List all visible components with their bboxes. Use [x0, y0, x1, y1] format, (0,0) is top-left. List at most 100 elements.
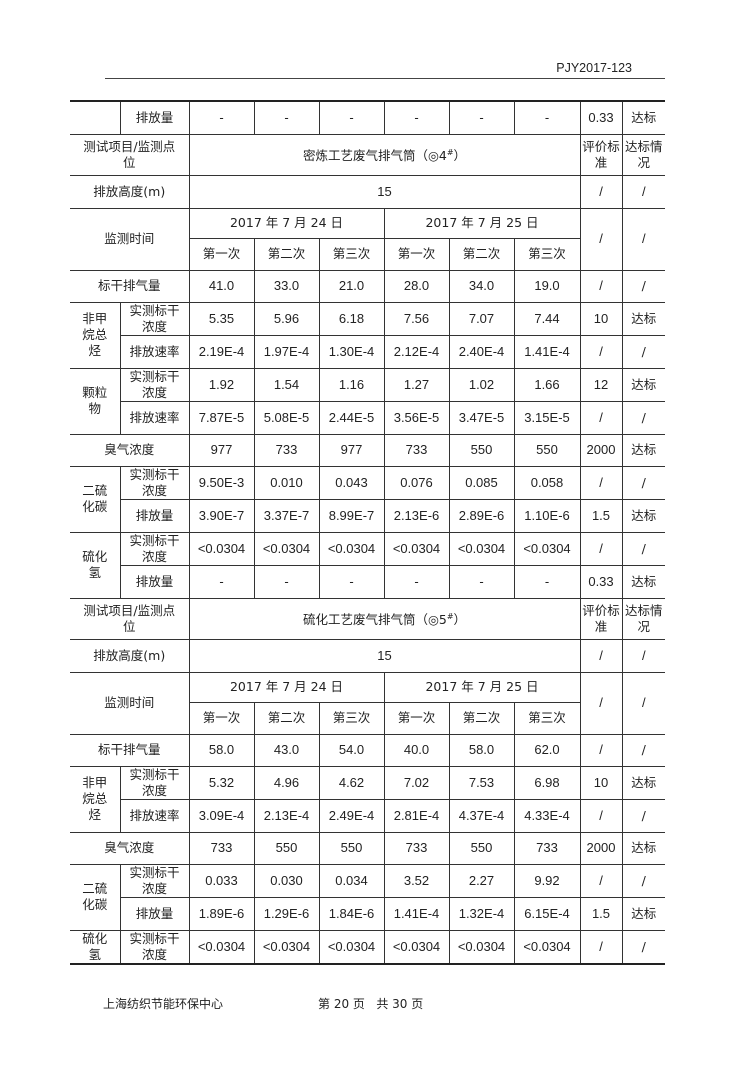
status-cell: / [621, 798, 665, 833]
status-cell: 达标 [621, 765, 665, 800]
value-cell: - [188, 564, 255, 599]
value-cell: 977 [188, 433, 255, 467]
value-cell: 1.30E-4 [318, 334, 385, 369]
table-row: 排放速率 3.09E-4 2.13E-4 2.49E-4 2.81E-4 4.37E-4 4… [70, 798, 665, 833]
standard-header: 评价标准 [579, 133, 623, 176]
row-label: 实测标干浓度 [119, 367, 190, 402]
value-cell: - [513, 564, 581, 599]
table-row: 标干排气量 41.0 33.0 21.0 28.0 34.0 19.0// [70, 269, 665, 303]
value-cell: 733 [383, 433, 450, 467]
value-cell: 1.29E-6 [253, 896, 320, 931]
run-header: 第三次 [513, 701, 580, 735]
value-cell: 733 [513, 831, 581, 865]
standard-cell: / [579, 671, 623, 735]
value-cell: 1.27 [383, 367, 450, 402]
value-cell: 733 [188, 831, 255, 865]
group-label: 非甲烷总烃 [70, 765, 121, 833]
status-cell: / [621, 929, 665, 964]
value-cell: 19.0 [513, 269, 581, 303]
value-cell: 2.81E-4 [383, 798, 450, 833]
value-cell: 550 [513, 433, 581, 467]
table-row: 臭气浓度 733 550 550 733 550 733 2000 达标 [70, 831, 665, 865]
location-location: 硫化工艺废气排气筒（◎5 [302, 612, 447, 628]
standard-cell: / [579, 638, 623, 673]
group-label: 颗粒物 [70, 367, 121, 435]
footer-page-info: 第 20 页 共 30 页 [318, 997, 424, 1011]
height-value: 15 [188, 638, 581, 673]
row-label: 排放速率 [120, 798, 190, 833]
run-header: 第二次 [253, 237, 320, 271]
value-cell: <0.0304 [513, 531, 581, 566]
value-cell: - [253, 564, 320, 599]
value-cell: 2.40E-4 [448, 334, 515, 369]
row-label: 排放量 [119, 100, 190, 135]
table-row: 排放高度(m) 15// [70, 174, 665, 209]
value-cell: 0.043 [318, 465, 385, 500]
standard-cell: / [579, 400, 623, 435]
date-header: 2017 年 7 月 25 日 [383, 671, 581, 703]
value-cell: 0.030 [253, 863, 320, 898]
section-location: 密炼工艺废气排气筒（◎4#） [188, 133, 581, 176]
value-cell: 5.96 [253, 301, 320, 336]
status-cell: / [621, 531, 665, 566]
value-cell: 1.89E-6 [188, 896, 255, 931]
group-label: 非甲烷总烃 [70, 301, 121, 369]
value-cell: <0.0304 [383, 531, 450, 566]
value-cell: 0.010 [253, 465, 320, 500]
status-header: 达标情况 [621, 597, 665, 640]
standard-cell: 0.33 [579, 100, 623, 135]
value-cell: 8.99E-7 [318, 498, 385, 533]
value-cell: 62.0 [513, 733, 581, 767]
group-label: 二硫化碳 [70, 863, 121, 931]
value-cell: 21.0 [318, 269, 385, 303]
table-row: 排放量 - - - - - -0.33 达标 [70, 100, 665, 135]
run-header: 第二次 [253, 701, 320, 735]
value-cell: 2.13E-4 [253, 798, 320, 833]
value-cell: 7.56 [383, 301, 450, 336]
value-cell: 733 [253, 433, 320, 467]
group-label: 硫化氢 [70, 531, 121, 599]
table-row: 排放量 1.89E-6 1.29E-6 1.84E-6 1.41E-4 1.32E-4 6.… [70, 896, 665, 931]
status-cell: 达标 [621, 831, 665, 865]
row-label: 排放量 [120, 498, 190, 533]
value-cell: 5.35 [188, 301, 255, 336]
value-cell: 28.0 [383, 269, 450, 303]
value-cell: 9.50E-3 [188, 465, 255, 500]
standard-cell: / [579, 863, 623, 898]
table-row: 颗粒物 实测标干浓度 1.92 1.54 1.16 1.27 1.02 1.66 12 达标 [70, 367, 665, 435]
row-label: 臭气浓度 [70, 831, 190, 865]
value-cell: 550 [318, 831, 385, 865]
location-location-sup: # [446, 147, 454, 157]
value-cell: 41.0 [188, 269, 255, 303]
section-header-label: 测试项目/监测点位 [70, 597, 190, 640]
value-cell: 3.09E-4 [188, 798, 255, 833]
value-cell: 1.16 [318, 367, 385, 402]
value-cell: <0.0304 [188, 929, 255, 964]
status-cell: 达标 [621, 498, 665, 533]
status-header: 达标情况 [621, 133, 665, 176]
date-header: 2017 年 7 月 24 日 [188, 671, 385, 703]
value-cell: 550 [448, 433, 515, 467]
row-label: 臭气浓度 [70, 433, 190, 467]
row-label: 排放速率 [120, 334, 190, 369]
time-label: 监测时间 [70, 671, 190, 735]
value-cell: - [318, 100, 385, 135]
value-cell: 4.37E-4 [448, 798, 515, 833]
value-cell: <0.0304 [188, 531, 255, 566]
row-label: 实测标干浓度 [119, 301, 190, 336]
standard-cell: 0.33 [579, 564, 623, 599]
row-label: 标干排气量 [70, 733, 190, 767]
standard-cell: / [579, 207, 623, 271]
value-cell: 5.08E-5 [253, 400, 320, 435]
status-cell: / [621, 334, 665, 369]
status-cell: 达标 [621, 367, 665, 402]
status-cell: / [621, 671, 665, 735]
table-row: 非甲烷总烃 实测标干浓度 5.35 5.96 6.18 7.56 7.07 7.44 10 达标 [70, 301, 665, 369]
value-cell: 0.034 [318, 863, 385, 898]
value-cell: 3.37E-7 [253, 498, 320, 533]
value-cell: 0.058 [513, 465, 581, 500]
value-cell: <0.0304 [253, 531, 320, 566]
value-cell: 58.0 [188, 733, 255, 767]
value-cell: 0.085 [448, 465, 515, 500]
standard-cell: / [579, 798, 623, 833]
